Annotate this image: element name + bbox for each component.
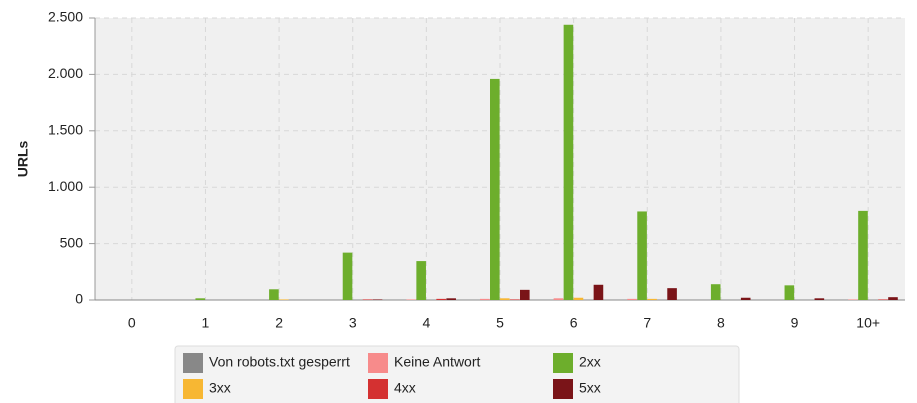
- bar: [593, 284, 604, 300]
- bar: [500, 298, 510, 300]
- bar: [372, 299, 383, 300]
- x-tick-label: 9: [791, 315, 799, 331]
- x-tick-label: 2: [275, 315, 283, 331]
- bar: [710, 284, 721, 300]
- legend-label: 2xx: [579, 354, 601, 370]
- legend-label: Von robots.txt gesperrt: [209, 354, 350, 370]
- legend-label: 5xx: [579, 380, 601, 396]
- legend-label: 4xx: [394, 380, 416, 396]
- bar: [647, 298, 657, 300]
- x-tick-label: 0: [128, 315, 136, 331]
- plot-background: [95, 18, 905, 300]
- y-tick-label: 2.000: [48, 65, 83, 81]
- bar: [667, 288, 677, 300]
- bar: [784, 285, 795, 300]
- bar: [510, 299, 520, 300]
- x-tick-label: 8: [717, 315, 725, 331]
- x-tick-label: 1: [202, 315, 210, 331]
- y-tick-label: 500: [60, 234, 84, 250]
- bar: [573, 297, 584, 300]
- bar: [279, 299, 289, 300]
- bar: [342, 252, 353, 300]
- bar: [480, 298, 490, 300]
- bar: [888, 297, 898, 300]
- y-tick-label: 1.000: [48, 178, 83, 194]
- bar: [740, 297, 751, 300]
- bar: [195, 298, 206, 300]
- x-tick-label: 4: [422, 315, 430, 331]
- bar: [406, 299, 416, 300]
- legend-swatch: [183, 353, 203, 373]
- bar: [416, 261, 426, 300]
- y-tick-label: 0: [75, 291, 83, 307]
- legend-swatch: [553, 353, 573, 373]
- legend-box: [174, 345, 740, 403]
- bar: [858, 210, 868, 300]
- bar: [814, 298, 825, 300]
- legend-label: 3xx: [209, 380, 231, 396]
- y-axis-title: URLs: [15, 141, 31, 178]
- bar: [563, 24, 574, 300]
- bar: [627, 298, 637, 300]
- bar: [446, 298, 456, 300]
- legend-swatch: [368, 379, 388, 399]
- bar: [362, 299, 373, 300]
- x-tick-label: 3: [349, 315, 357, 331]
- bar: [436, 298, 446, 300]
- legend-swatch: [553, 379, 573, 399]
- bar: [490, 78, 500, 300]
- legend-label: Keine Antwort: [394, 354, 480, 370]
- bar: [553, 298, 564, 300]
- x-tick-label: 10+: [856, 315, 880, 331]
- bar: [269, 289, 279, 300]
- x-tick-label: 5: [496, 315, 504, 331]
- bar: [878, 299, 888, 300]
- legend-swatch: [183, 379, 203, 399]
- bar: [848, 299, 858, 300]
- x-tick-label: 6: [570, 315, 578, 331]
- y-tick-label: 1.500: [48, 122, 83, 138]
- bar: [520, 289, 530, 300]
- bar: [637, 211, 647, 300]
- legend-swatch: [368, 353, 388, 373]
- x-tick-label: 7: [643, 315, 651, 331]
- y-tick-label: 2.500: [48, 9, 83, 25]
